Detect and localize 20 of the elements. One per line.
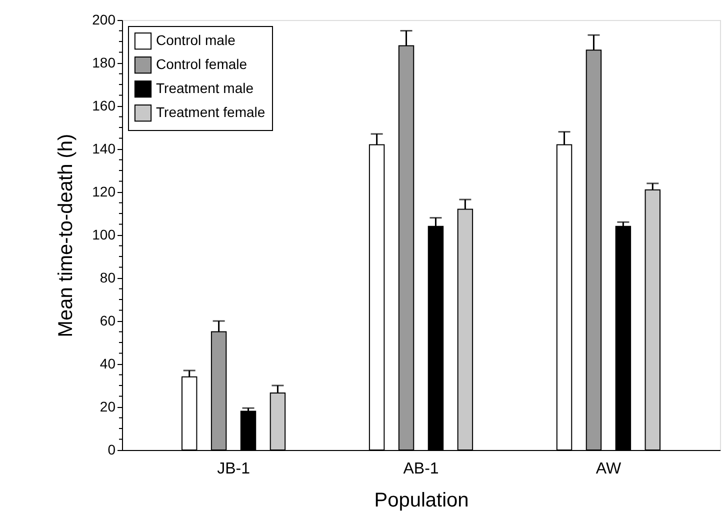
y-tick-label: 140 xyxy=(92,140,116,156)
x-tick-label: AW xyxy=(596,460,622,478)
y-tick-label: 80 xyxy=(100,270,116,286)
legend-label: Control male xyxy=(156,32,236,48)
y-tick-label: 40 xyxy=(100,356,116,372)
y-tick-label: 20 xyxy=(100,398,116,414)
y-axis-title: Mean time-to-death (h) xyxy=(55,134,78,338)
y-tick-label: 100 xyxy=(92,226,116,242)
y-tick-label: 120 xyxy=(92,184,116,200)
x-tick-label: AB-1 xyxy=(403,460,439,478)
y-tick-label: 200 xyxy=(92,12,116,28)
y-tick-label: 180 xyxy=(92,54,116,70)
x-tick-label: JB-1 xyxy=(217,460,250,478)
legend-label: Control female xyxy=(156,56,248,72)
y-tick-label: 60 xyxy=(100,312,116,328)
legend-label: Treatment male xyxy=(156,80,254,96)
y-tick-label: 160 xyxy=(92,98,116,114)
legend-label: Treatment female xyxy=(156,104,266,120)
y-tick-label: 0 xyxy=(108,442,116,458)
x-axis-title: Population xyxy=(374,490,469,512)
